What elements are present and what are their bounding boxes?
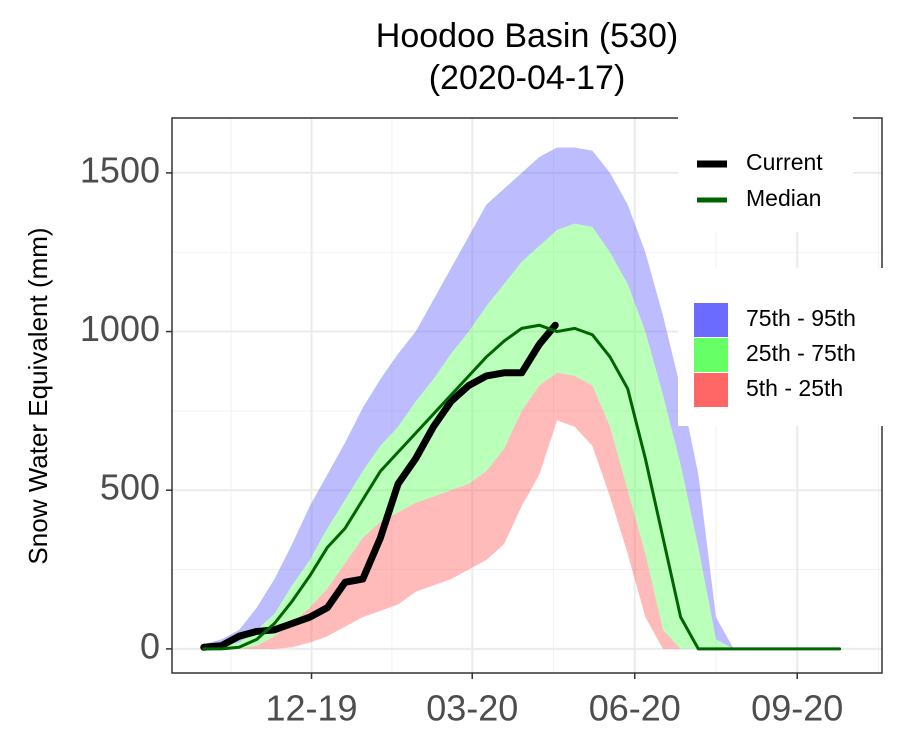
x-tick-label: 09-20: [751, 688, 843, 729]
legend-label: 75th - 95th: [746, 305, 856, 331]
legend-swatch: [694, 373, 728, 407]
chart-title: Hoodoo Basin (530): [376, 17, 678, 55]
y-tick-label: 0: [140, 625, 160, 666]
y-tick-label: 1500: [80, 149, 160, 190]
x-tick-label: 03-20: [426, 688, 518, 729]
series-line: [202, 323, 842, 651]
y-tick-label: 500: [100, 467, 160, 508]
y-axis-label: Snow Water Equivalent (mm): [23, 227, 53, 564]
legend-label: Median: [746, 185, 821, 211]
legend-label: Current: [746, 149, 823, 175]
chart-subtitle: (2020-04-17): [429, 59, 626, 97]
x-tick-label: 06-20: [589, 688, 681, 729]
legend-label: 5th - 25th: [746, 375, 843, 401]
legend-label: 25th - 75th: [746, 340, 856, 366]
legend-box: [678, 110, 853, 232]
series-line: [200, 321, 559, 651]
legend-swatch: [694, 338, 728, 372]
band-area: [203, 223, 840, 649]
band-area: [203, 147, 840, 649]
x-tick-label: 12-19: [265, 688, 357, 729]
legend-swatch: [694, 303, 728, 337]
y-tick-label: 1000: [80, 308, 160, 349]
